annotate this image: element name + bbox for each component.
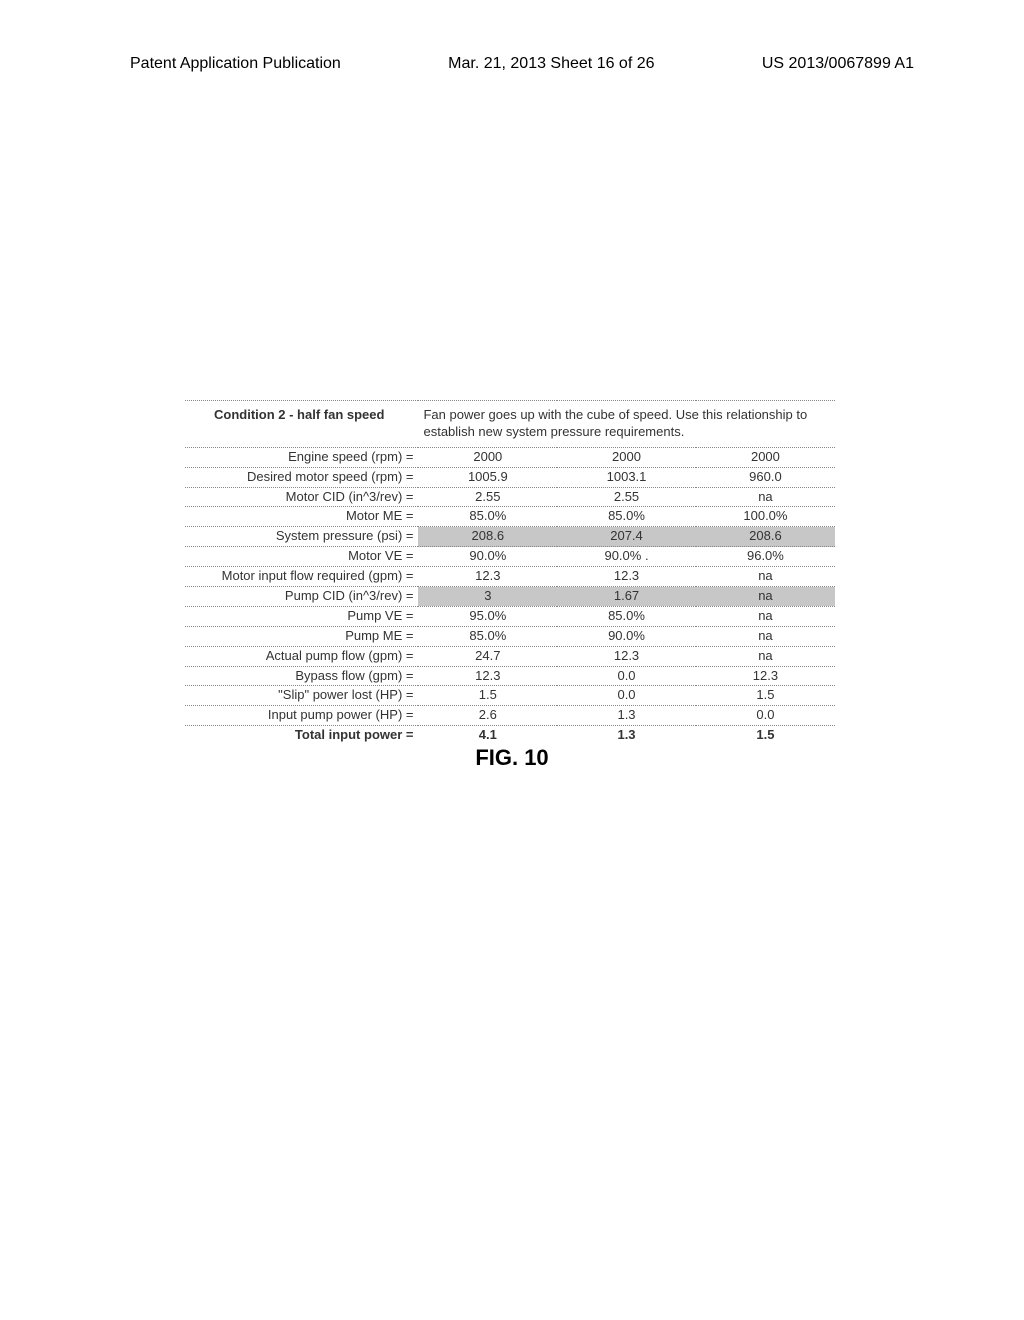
row-value: 1.67 [557,587,696,607]
row-value: 0.0 [557,666,696,686]
total-v2: 1.3 [557,726,696,745]
table-header-row: Condition 2 - half fan speed Fan power g… [185,401,835,448]
row-value: 1.3 [557,706,696,726]
row-value: 2000 [557,447,696,467]
row-label: Pump VE = [185,606,418,626]
row-label: Actual pump flow (gpm) = [185,646,418,666]
row-label: Bypass flow (gpm) = [185,666,418,686]
row-value: 2.55 [418,487,557,507]
table-row: Desired motor speed (rpm) =1005.91003.19… [185,467,835,487]
table-row: Bypass flow (gpm) =12.30.012.3 [185,666,835,686]
row-label: Motor VE = [185,547,418,567]
total-label: Total input power = [185,726,418,745]
row-value: 12.3 [557,646,696,666]
row-label: Desired motor speed (rpm) = [185,467,418,487]
row-value: 2000 [696,447,835,467]
table-row: Motor input flow required (gpm) =12.312.… [185,567,835,587]
total-v3: 1.5 [696,726,835,745]
row-value: 2.6 [418,706,557,726]
row-value: 85.0% [557,507,696,527]
row-value: 1.5 [418,686,557,706]
row-value: 85.0% [557,606,696,626]
header-center: Mar. 21, 2013 Sheet 16 of 26 [448,55,654,73]
row-value: 95.0% [418,606,557,626]
row-value: 12.3 [418,666,557,686]
row-label: Engine speed (rpm) = [185,447,418,467]
total-v1: 4.1 [418,726,557,745]
row-value: 3 [418,587,557,607]
row-value: 960.0 [696,467,835,487]
row-value: na [696,567,835,587]
row-value: na [696,646,835,666]
row-value: 207.4 [557,527,696,547]
row-label: Motor ME = [185,507,418,527]
row-label: Input pump power (HP) = [185,706,418,726]
table-row: Actual pump flow (gpm) =24.712.3na [185,646,835,666]
row-value: 1003.1 [557,467,696,487]
row-value: 90.0% [418,547,557,567]
row-value: 12.3 [557,567,696,587]
row-value: 90.0% . [557,547,696,567]
table-row: "Slip" power lost (HP) =1.50.01.5 [185,686,835,706]
row-value: 0.0 [696,706,835,726]
row-value: 85.0% [418,507,557,527]
row-value: 100.0% [696,507,835,527]
table-description: Fan power goes up with the cube of speed… [418,401,835,448]
row-value: 24.7 [418,646,557,666]
data-table-container: Condition 2 - half fan speed Fan power g… [185,400,835,745]
row-value: 96.0% [696,547,835,567]
table-row: System pressure (psi) =208.6207.4208.6 [185,527,835,547]
row-label: Pump CID (in^3/rev) = [185,587,418,607]
row-label: Pump ME = [185,626,418,646]
page-header: Patent Application Publication Mar. 21, … [0,55,1024,73]
row-label: "Slip" power lost (HP) = [185,686,418,706]
table-row: Motor CID (in^3/rev) =2.552.55na [185,487,835,507]
table-row: Motor VE =90.0%90.0% .96.0% [185,547,835,567]
row-value: 208.6 [696,527,835,547]
condition-table: Condition 2 - half fan speed Fan power g… [185,400,835,745]
row-value: 2.55 [557,487,696,507]
row-value: 90.0% [557,626,696,646]
row-value: 12.3 [696,666,835,686]
row-value: na [696,487,835,507]
row-value: 12.3 [418,567,557,587]
row-label: Motor CID (in^3/rev) = [185,487,418,507]
row-value: 1005.9 [418,467,557,487]
table-row: Input pump power (HP) =2.61.30.0 [185,706,835,726]
table-row: Engine speed (rpm) =200020002000 [185,447,835,467]
row-value: na [696,587,835,607]
row-value: 2000 [418,447,557,467]
table-row: Pump VE =95.0%85.0%na [185,606,835,626]
row-label: Motor input flow required (gpm) = [185,567,418,587]
row-value: na [696,626,835,646]
header-left: Patent Application Publication [130,55,341,73]
row-label: System pressure (psi) = [185,527,418,547]
row-value: 85.0% [418,626,557,646]
header-right: US 2013/0067899 A1 [762,55,914,73]
row-value: 208.6 [418,527,557,547]
row-value: 0.0 [557,686,696,706]
figure-caption: FIG. 10 [0,745,1024,771]
row-value: 1.5 [696,686,835,706]
table-row: Pump ME =85.0%90.0%na [185,626,835,646]
table-row: Motor ME =85.0%85.0%100.0% [185,507,835,527]
total-row: Total input power = 4.1 1.3 1.5 [185,726,835,745]
table-row: Pump CID (in^3/rev) =31.67na [185,587,835,607]
table-title: Condition 2 - half fan speed [185,401,418,448]
row-value: na [696,606,835,626]
